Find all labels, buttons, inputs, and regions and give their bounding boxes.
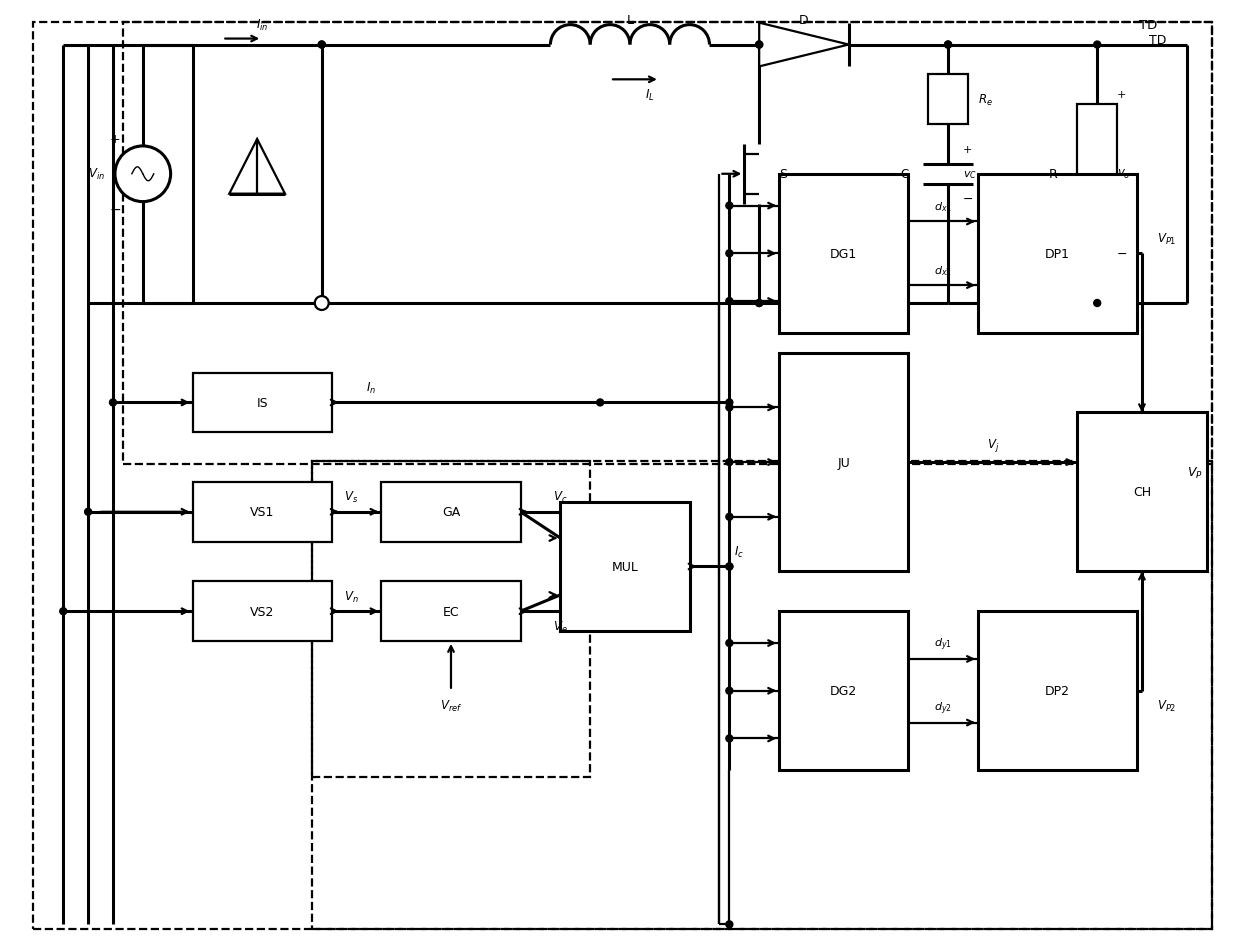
Text: EC: EC [443,605,459,618]
Text: +: + [109,133,120,147]
Bar [978,611,1137,770]
Text: +: + [1117,90,1126,100]
Bar [192,582,331,642]
Circle shape [755,300,763,307]
Bar [192,46,321,304]
Circle shape [725,514,733,521]
Circle shape [755,42,763,49]
Bar [1078,105,1117,244]
Text: S: S [779,169,787,181]
Circle shape [109,400,117,407]
Circle shape [725,735,733,743]
Bar [779,174,909,333]
Text: GA: GA [441,506,460,519]
Text: D: D [799,14,808,28]
Text: +: + [963,145,972,155]
Text: VS1: VS1 [250,506,274,519]
Text: $V_P$: $V_P$ [1187,465,1203,480]
Text: $I_{in}$: $I_{in}$ [255,18,268,33]
Text: MUL: MUL [611,561,639,573]
Circle shape [945,42,951,49]
Bar [929,75,968,125]
Text: $R_e$: $R_e$ [978,92,993,108]
Bar [779,353,909,572]
Circle shape [725,250,733,257]
Circle shape [319,300,325,307]
Circle shape [725,400,733,407]
Text: $V_n$: $V_n$ [345,589,358,605]
Text: JU: JU [837,456,851,469]
Bar [560,503,689,631]
Bar [123,23,1211,465]
Text: $V_{P1}$: $V_{P1}$ [1157,231,1177,247]
Bar [311,462,590,778]
Circle shape [725,564,733,570]
Text: IS: IS [257,397,268,409]
Circle shape [315,297,329,310]
Text: $d_{x1}$: $d_{x1}$ [934,201,952,214]
Text: $v_C$: $v_C$ [963,169,977,181]
Text: $v_o$: $v_o$ [1117,169,1131,181]
Text: TD: TD [1138,19,1157,32]
Text: −: − [963,193,973,206]
Bar [311,462,1211,929]
Circle shape [115,147,171,203]
Circle shape [725,405,733,411]
Text: −: − [109,203,120,216]
Text: L: L [626,14,634,28]
Text: VS2: VS2 [250,605,274,618]
Text: $V_s$: $V_s$ [345,490,358,505]
Bar [1078,413,1207,572]
Text: $V_{ref}$: $V_{ref}$ [440,699,463,713]
Text: DP1: DP1 [1045,248,1070,261]
Polygon shape [229,140,285,194]
Circle shape [725,564,733,570]
Circle shape [1094,300,1101,307]
Text: $V_j$: $V_j$ [987,436,999,453]
Text: $d_{y1}$: $d_{y1}$ [934,636,952,652]
Bar [779,611,909,770]
Circle shape [1094,42,1101,49]
Text: $V_c$: $V_c$ [553,490,568,505]
Circle shape [755,300,763,307]
Bar [978,174,1137,333]
Circle shape [725,640,733,646]
Text: DG2: DG2 [830,684,857,698]
Text: CH: CH [1133,486,1151,499]
Polygon shape [759,24,848,68]
Bar [382,582,521,642]
Text: DG1: DG1 [830,248,857,261]
Circle shape [319,42,325,49]
Bar [382,483,521,542]
Text: DP2: DP2 [1045,684,1070,698]
Text: −: − [1117,248,1127,261]
Circle shape [725,921,733,928]
Circle shape [60,608,67,615]
Circle shape [596,400,604,407]
Text: $I_n$: $I_n$ [366,381,377,396]
Text: $V_{P2}$: $V_{P2}$ [1157,699,1177,713]
Circle shape [84,508,92,516]
Text: R: R [1049,169,1058,181]
Bar [192,373,331,433]
Circle shape [725,459,733,466]
Circle shape [945,42,951,49]
Text: $I_c$: $I_c$ [734,545,744,560]
Text: $V_e$: $V_e$ [553,619,568,634]
Text: $I_L$: $I_L$ [645,88,655,103]
Circle shape [725,203,733,209]
Text: C: C [900,169,909,181]
Circle shape [725,298,733,306]
Circle shape [725,687,733,695]
Circle shape [319,42,325,49]
Bar [192,483,331,542]
Text: $d_{y2}$: $d_{y2}$ [934,700,952,716]
Text: $V_{in}$: $V_{in}$ [88,167,105,182]
Text: $d_{x2}$: $d_{x2}$ [934,264,952,278]
Text: TD: TD [1149,34,1167,47]
Circle shape [755,42,763,49]
